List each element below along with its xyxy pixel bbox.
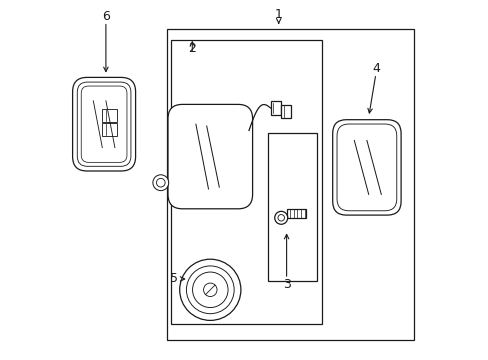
Circle shape — [274, 211, 287, 224]
Bar — [167, 29, 413, 340]
Bar — [267, 133, 316, 281]
Bar — [286, 209, 306, 218]
Bar — [270, 101, 280, 115]
Bar — [280, 105, 290, 118]
Text: 2: 2 — [188, 42, 196, 55]
Bar — [102, 123, 117, 136]
Text: 4: 4 — [371, 62, 379, 75]
Circle shape — [153, 175, 168, 191]
Text: 3: 3 — [282, 278, 290, 291]
FancyBboxPatch shape — [332, 120, 400, 215]
Text: 6: 6 — [102, 10, 110, 23]
FancyBboxPatch shape — [72, 77, 135, 171]
Circle shape — [192, 272, 227, 307]
FancyBboxPatch shape — [168, 104, 252, 209]
Circle shape — [156, 179, 165, 187]
Circle shape — [186, 266, 234, 314]
Bar — [102, 109, 117, 122]
Bar — [170, 40, 321, 324]
Text: 5: 5 — [170, 273, 178, 285]
Text: 1: 1 — [274, 8, 282, 21]
Circle shape — [179, 259, 241, 320]
